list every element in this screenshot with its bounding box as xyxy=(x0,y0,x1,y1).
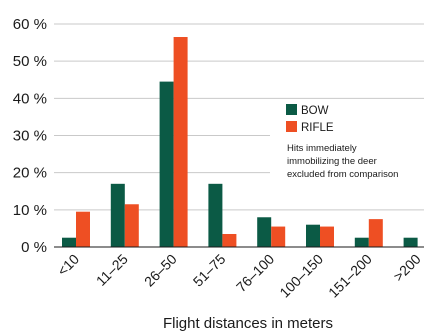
annotation-line-2: immobilizing the deer xyxy=(287,156,377,167)
bar-rifle-4 xyxy=(271,226,286,247)
y-tick-label-30: 30 % xyxy=(13,128,47,145)
bar-bow-7 xyxy=(403,237,418,247)
y-tick-label-50: 50 % xyxy=(13,53,47,70)
bar-bow-3 xyxy=(208,183,223,247)
x-tick-label-6: 151–200 xyxy=(325,251,375,301)
bars xyxy=(62,37,418,248)
legend-label-bow: BOW xyxy=(301,105,329,117)
bar-bow-5 xyxy=(306,224,320,247)
y-tick-label-0: 0 % xyxy=(21,239,47,256)
bar-bow-2 xyxy=(159,81,174,247)
annotation-line-3: excluded from comparison xyxy=(287,169,398,180)
legend-swatch-bow xyxy=(286,104,297,115)
bar-rifle-2 xyxy=(173,37,188,248)
legend-swatch-rifle xyxy=(286,121,297,132)
x-tick-label-4: 76–100 xyxy=(233,251,277,295)
y-tick-label-20: 20 % xyxy=(13,165,47,182)
x-tick-label-1: 11–25 xyxy=(93,251,131,289)
legend-label-rifle: RIFLE xyxy=(301,122,334,134)
bar-bow-1 xyxy=(110,183,125,247)
bar-rifle-1 xyxy=(124,204,139,247)
annotation: Hits immediately immobilizing the deer e… xyxy=(287,143,398,180)
bar-rifle-5 xyxy=(320,226,334,247)
legend: BOW RIFLE xyxy=(286,104,334,134)
y-tick-label-40: 40 % xyxy=(13,90,47,107)
y-tick-label-10: 10 % xyxy=(13,202,47,219)
y-axis-ticks: 0 % 10 % 20 % 30 % 40 % 50 % 60 % xyxy=(13,16,47,256)
gridlines xyxy=(54,23,424,211)
bar-bow-4 xyxy=(257,217,272,247)
x-tick-label-3: 51–75 xyxy=(190,251,229,290)
x-tick-label-2: 26–50 xyxy=(141,251,180,290)
bar-rifle-3 xyxy=(222,233,237,247)
y-tick-label-60: 60 % xyxy=(13,16,47,33)
x-tick-label-0: <10 xyxy=(54,251,82,279)
x-tick-label-5: 100–150 xyxy=(276,251,326,301)
bar-bow-6 xyxy=(354,237,369,247)
x-axis-title: Flight distances in meters xyxy=(163,315,333,332)
bar-rifle-0 xyxy=(76,211,90,247)
annotation-line-1: Hits immediately xyxy=(287,143,357,154)
bar-rifle-6 xyxy=(368,219,383,247)
x-tick-label-7: >200 xyxy=(390,251,424,285)
bar-bow-0 xyxy=(62,237,76,247)
